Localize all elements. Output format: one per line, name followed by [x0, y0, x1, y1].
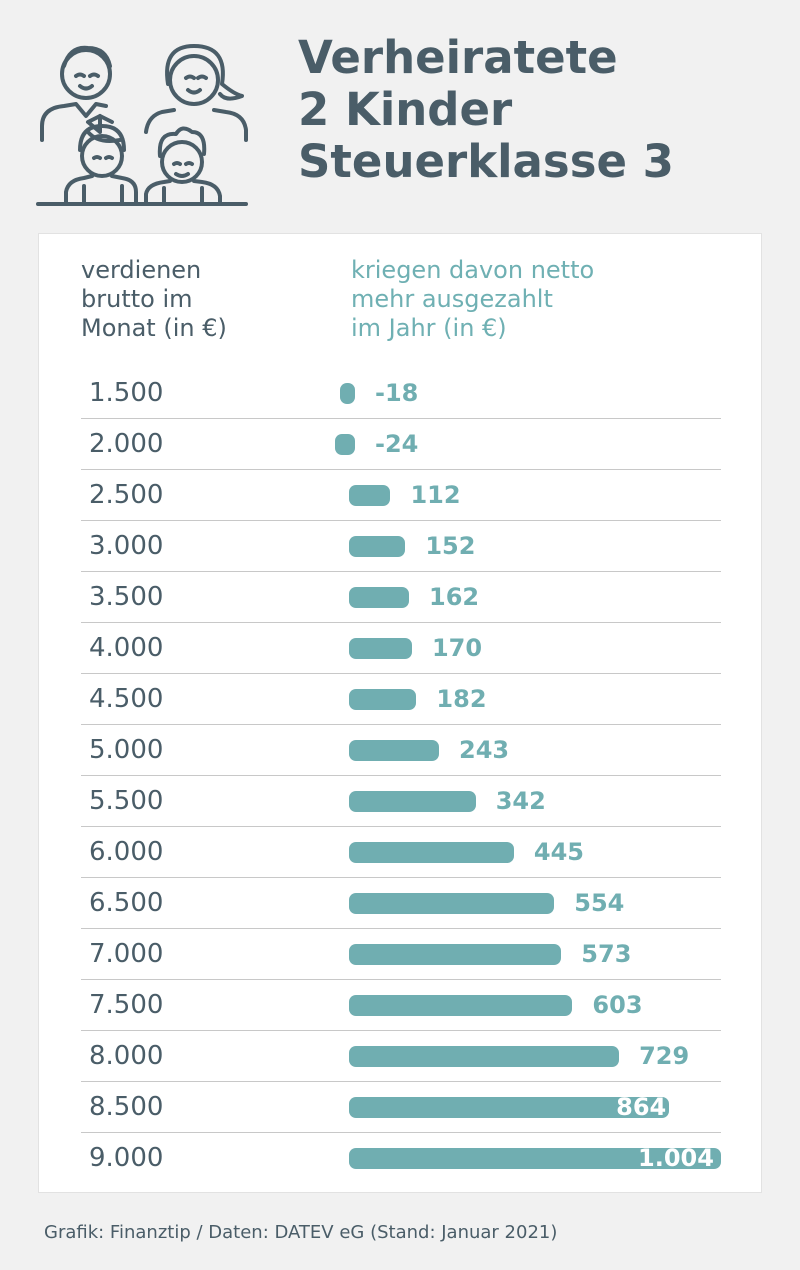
gross-income-label: 8.500 [89, 1092, 164, 1122]
net-gain-bar [349, 944, 562, 965]
table-row: 6.000 445 [81, 827, 721, 878]
net-column-header: kriegen davon netto mehr ausgezahlt im J… [351, 256, 731, 343]
net-gain-value: -24 [375, 430, 419, 458]
net-gain-bar [349, 638, 412, 659]
net-gain-value: 162 [429, 583, 480, 611]
table-row: 4.000 170 [81, 623, 721, 674]
net-gain-value: 445 [533, 838, 584, 866]
table-row: 3.500 162 [81, 572, 721, 623]
net-gain-bar [349, 1046, 620, 1067]
net-gain-value: -18 [375, 379, 419, 407]
table-row: 7.500 603 [81, 980, 721, 1031]
net-gain-value: 342 [495, 787, 546, 815]
table-row: 1.500 -18 [81, 368, 721, 419]
title-line-3: Steuerklasse 3 [298, 135, 674, 188]
table-row: 5.500 342 [81, 776, 721, 827]
net-gain-bar [340, 383, 355, 404]
gross-income-label: 1.500 [89, 378, 164, 408]
net-gain-bar [349, 536, 406, 557]
gross-income-label: 4.500 [89, 684, 164, 714]
net-gain-bar [349, 893, 555, 914]
gross-income-label: 4.000 [89, 633, 164, 663]
net-gain-bar [349, 689, 417, 710]
gross-income-label: 7.000 [89, 939, 164, 969]
gross-income-label: 6.500 [89, 888, 164, 918]
net-gain-bar [349, 587, 410, 608]
source-note: Grafik: Finanztip / Daten: DATEV eG (Sta… [44, 1222, 558, 1243]
gross-income-label: 5.500 [89, 786, 164, 816]
title: Verheiratete 2 Kinder Steuerklasse 3 [298, 32, 674, 188]
gross-income-label: 6.000 [89, 837, 164, 867]
gross-header-line-2: brutto im [81, 285, 193, 313]
bar-rows: 1.500 -18 2.000 -24 2.500 112 3.000 152 3.500 162… [81, 368, 721, 1184]
table-row: 8.000 729 [81, 1031, 721, 1082]
net-gain-value: 864 [616, 1093, 667, 1121]
net-gain-bar [349, 1097, 670, 1118]
table-row: 8.500 864 [81, 1082, 721, 1133]
net-gain-value: 170 [431, 634, 483, 662]
net-gain-value: 603 [592, 991, 643, 1019]
gross-header-line-3: Monat (in €) [81, 314, 227, 342]
net-gain-value: 729 [639, 1042, 690, 1070]
title-line-2: 2 Kinder [298, 83, 513, 136]
table-row: 5.000 243 [81, 725, 721, 776]
net-gain-bar [349, 485, 391, 506]
table-row: 2.500 112 [81, 470, 721, 521]
net-gain-bar [335, 434, 355, 455]
net-gain-value: 152 [425, 532, 476, 560]
gross-income-label: 3.500 [89, 582, 164, 612]
table-row: 6.500 554 [81, 878, 721, 929]
gross-header-line-1: verdienen [81, 256, 202, 284]
chart-card: verdienen brutto im Monat (in €) kriegen… [38, 233, 762, 1193]
net-header-line-1: kriegen davon netto [351, 256, 595, 284]
net-gain-value: 112 [410, 481, 461, 509]
header: Verheiratete 2 Kinder Steuerklasse 3 [0, 0, 800, 232]
gross-income-label: 9.000 [89, 1143, 164, 1173]
net-gain-value: 182 [436, 685, 487, 713]
gross-income-label: 7.500 [89, 990, 164, 1020]
net-gain-value: 573 [581, 940, 632, 968]
net-gain-value: 554 [574, 889, 625, 917]
table-row: 3.000 152 [81, 521, 721, 572]
net-header-line-2: mehr ausgezahlt [351, 285, 553, 313]
gross-income-label: 2.500 [89, 480, 164, 510]
net-gain-value: 243 [459, 736, 510, 764]
net-header-line-3: im Jahr (in €) [351, 314, 507, 342]
net-gain-bar [349, 842, 514, 863]
table-row: 2.000 -24 [81, 419, 721, 470]
gross-income-label: 8.000 [89, 1041, 164, 1071]
net-gain-bar [349, 791, 476, 812]
table-row: 9.000 1.004 [81, 1133, 721, 1184]
net-gain-bar [349, 740, 440, 761]
gross-income-label: 5.000 [89, 735, 164, 765]
title-line-1: Verheiratete [298, 31, 618, 84]
family-icon [36, 44, 248, 206]
net-gain-bar [349, 1148, 721, 1169]
net-gain-value: 1.004 [638, 1144, 714, 1172]
gross-income-label: 3.000 [89, 531, 164, 561]
net-gain-bar [349, 995, 573, 1016]
table-row: 7.000 573 [81, 929, 721, 980]
gross-income-label: 2.000 [89, 429, 164, 459]
gross-column-header: verdienen brutto im Monat (in €) [81, 256, 301, 343]
table-row: 4.500 182 [81, 674, 721, 725]
